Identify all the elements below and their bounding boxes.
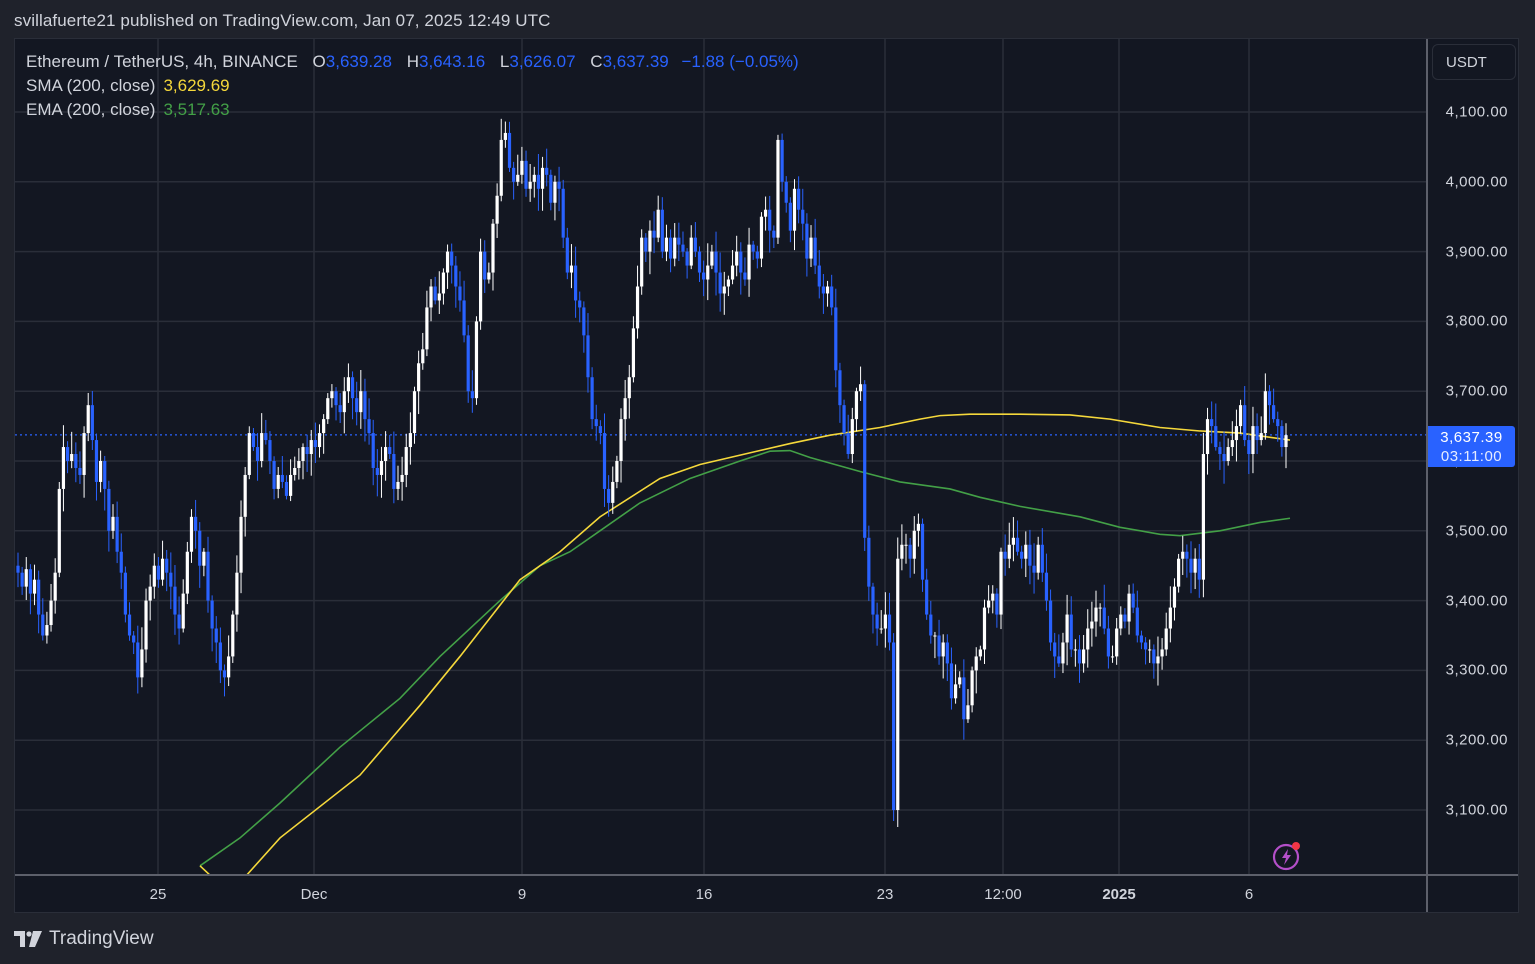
candlestick-chart xyxy=(15,39,1426,875)
time-tick: 23 xyxy=(876,886,894,903)
price-tick: 3,500.00 xyxy=(1445,522,1508,540)
time-tick: 6 xyxy=(1244,886,1254,903)
bar-countdown: 03:11:00 xyxy=(1440,448,1503,465)
high-value: 3,643.16 xyxy=(418,52,486,71)
high-label: H xyxy=(406,52,419,71)
close-value: 3,637.39 xyxy=(602,52,669,71)
price-tick: 3,900.00 xyxy=(1445,243,1508,261)
ema-legend-row[interactable]: EMA (200, close) 3,517.63 xyxy=(26,98,799,122)
price-tick: 3,400.00 xyxy=(1445,592,1508,610)
time-tick: 9 xyxy=(517,886,527,903)
axis-corner xyxy=(1426,874,1428,912)
tradingview-brand: TradingView xyxy=(49,928,154,949)
time-tick: 2025 xyxy=(1102,886,1136,903)
sma-legend-row[interactable]: SMA (200, close) 3,629.69 xyxy=(26,74,799,98)
symbol-legend-row: Ethereum / TetherUS, 4h, BINANCE O3,639.… xyxy=(26,50,799,74)
price-tick: 4,100.00 xyxy=(1445,103,1508,121)
close-label: C xyxy=(590,52,603,71)
price-tick: 3,800.00 xyxy=(1445,312,1508,330)
chart-frame xyxy=(14,38,1519,913)
ema-label: EMA (200, close) xyxy=(26,100,156,119)
change-value: −1.88 (−0.05%) xyxy=(681,52,799,71)
last-price-value: 3,637.39 xyxy=(1440,429,1503,446)
tradingview-logo[interactable]: TradingView xyxy=(14,928,154,950)
sma-label: SMA (200, close) xyxy=(26,76,156,95)
price-tick: 3,200.00 xyxy=(1445,731,1508,749)
open-value: 3,639.28 xyxy=(325,52,392,71)
low-label: L xyxy=(499,52,510,71)
price-tick: 4,000.00 xyxy=(1445,173,1508,191)
time-tick: 25 xyxy=(149,886,167,903)
price-tick: 3,700.00 xyxy=(1445,382,1508,400)
sma-value: 3,629.69 xyxy=(163,76,230,95)
alert-lightning-icon[interactable] xyxy=(1271,840,1303,872)
symbol-title[interactable]: Ethereum / TetherUS, 4h, BINANCE xyxy=(26,52,298,71)
time-tick: Dec xyxy=(300,886,328,903)
chart-plot-area[interactable] xyxy=(15,39,1426,875)
last-price-label: 3,637.39 03:11:00 xyxy=(1428,426,1515,467)
low-value: 3,626.07 xyxy=(509,52,576,71)
price-tick: 3,100.00 xyxy=(1445,801,1508,819)
time-axis[interactable]: 25 Dec 9 16 23 12:00 2025 6 xyxy=(15,874,1518,912)
price-tick: 3,300.00 xyxy=(1445,661,1508,679)
time-tick: 16 xyxy=(695,886,713,903)
chart-legend: Ethereum / TetherUS, 4h, BINANCE O3,639.… xyxy=(26,50,799,122)
ema-value: 3,517.63 xyxy=(163,100,230,119)
publisher-line: svillafuerte21 published on TradingView.… xyxy=(14,11,551,30)
tradingview-mark-icon xyxy=(14,931,42,947)
currency-button[interactable]: USDT xyxy=(1432,44,1516,80)
open-label: O xyxy=(312,52,326,71)
time-tick: 12:00 xyxy=(984,886,1022,903)
